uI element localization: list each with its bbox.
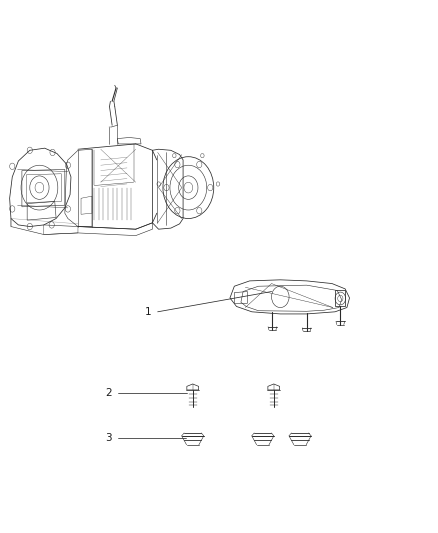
Text: 2: 2 xyxy=(105,389,112,398)
Text: 3: 3 xyxy=(105,433,112,443)
Text: 1: 1 xyxy=(145,307,151,317)
